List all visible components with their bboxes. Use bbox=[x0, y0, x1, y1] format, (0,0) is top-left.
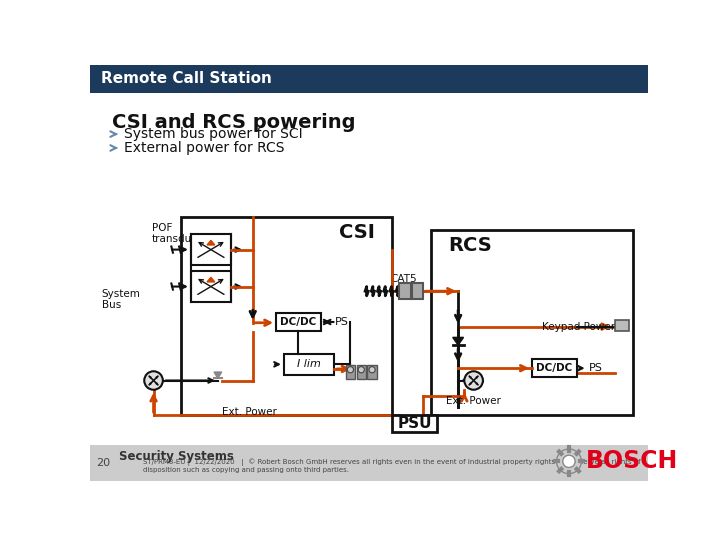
Bar bbox=[90, 65, 648, 92]
Text: BOSCH: BOSCH bbox=[586, 449, 678, 474]
Polygon shape bbox=[207, 240, 215, 245]
Text: System
Bus: System Bus bbox=[102, 289, 140, 310]
Circle shape bbox=[557, 449, 581, 474]
Circle shape bbox=[563, 455, 575, 468]
Circle shape bbox=[469, 376, 472, 379]
Polygon shape bbox=[453, 338, 464, 345]
Bar bbox=[356, 365, 366, 379]
Text: Keypad Power: Keypad Power bbox=[542, 322, 616, 332]
Bar bbox=[367, 365, 377, 379]
Text: CAT5: CAT5 bbox=[391, 274, 418, 284]
Circle shape bbox=[144, 372, 163, 390]
Circle shape bbox=[156, 382, 158, 384]
Bar bbox=[431, 231, 632, 415]
Circle shape bbox=[476, 382, 478, 384]
Circle shape bbox=[469, 382, 472, 384]
Circle shape bbox=[347, 367, 354, 373]
Text: CSI: CSI bbox=[339, 223, 375, 242]
Text: Ext. Power: Ext. Power bbox=[222, 408, 276, 417]
Bar bbox=[532, 359, 577, 377]
Bar bbox=[191, 271, 231, 302]
Text: PS: PS bbox=[335, 317, 348, 327]
Circle shape bbox=[358, 367, 364, 373]
Text: External power for RCS: External power for RCS bbox=[124, 141, 284, 155]
Text: Ext. Power: Ext. Power bbox=[446, 396, 501, 406]
Text: PSU: PSU bbox=[397, 416, 432, 431]
Circle shape bbox=[369, 367, 375, 373]
Circle shape bbox=[149, 382, 152, 384]
Text: ST/PRM3-EU |  12/22/2020   |  © Robert Bosch GmbH reserves all rights even in th: ST/PRM3-EU | 12/22/2020 | © Robert Bosch… bbox=[143, 458, 640, 473]
Bar bbox=[346, 365, 355, 379]
Polygon shape bbox=[207, 278, 215, 282]
Text: PS: PS bbox=[589, 363, 603, 373]
Text: I lim: I lim bbox=[297, 359, 321, 369]
Bar bbox=[284, 354, 334, 375]
Text: RCS: RCS bbox=[448, 237, 492, 255]
Circle shape bbox=[476, 376, 478, 379]
Text: Security Systems: Security Systems bbox=[120, 450, 234, 463]
Bar bbox=[276, 313, 321, 331]
Bar bbox=[181, 217, 392, 415]
Text: 20: 20 bbox=[96, 458, 110, 468]
Bar bbox=[399, 284, 411, 299]
Bar bbox=[412, 284, 423, 299]
Text: CSI and RCS powering: CSI and RCS powering bbox=[112, 112, 355, 132]
Circle shape bbox=[464, 372, 483, 390]
Bar bbox=[191, 234, 231, 265]
Circle shape bbox=[156, 376, 158, 379]
Bar bbox=[90, 445, 648, 481]
Text: System bus power for SCI: System bus power for SCI bbox=[124, 127, 302, 141]
Text: DC/DC: DC/DC bbox=[536, 363, 572, 373]
Text: Remote Call Station: Remote Call Station bbox=[101, 71, 271, 86]
Bar bbox=[616, 320, 629, 331]
Bar bbox=[392, 415, 437, 432]
Polygon shape bbox=[214, 372, 222, 378]
Text: DC/DC: DC/DC bbox=[280, 317, 317, 327]
Text: POF
transducers: POF transducers bbox=[152, 222, 215, 244]
Circle shape bbox=[149, 376, 152, 379]
